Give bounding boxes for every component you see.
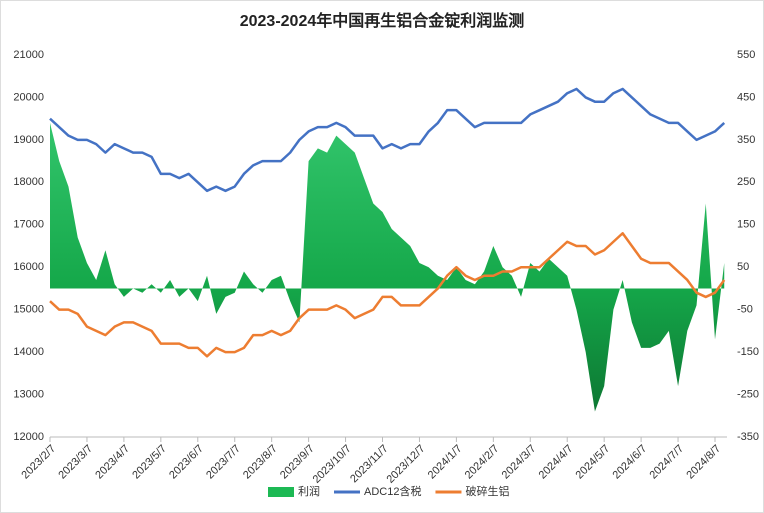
x-tick-label: 2024/4/7 <box>537 443 576 482</box>
x-tick-label: 2023/8/7 <box>241 443 280 482</box>
x-tick-label: 2023/5/7 <box>130 443 169 482</box>
x-tick-label: 2024/1/7 <box>426 443 465 482</box>
x-tick-label: 2024/2/7 <box>463 443 502 482</box>
y2-tick-label: 50 <box>737 261 749 273</box>
x-tick-label: 2024/8/7 <box>684 443 723 482</box>
y-tick-label: 21000 <box>13 49 44 61</box>
y2-tick-label: 450 <box>737 91 755 103</box>
x-tick-label: 2023/6/7 <box>167 443 206 482</box>
legend-label: 破碎生铝 <box>465 484 509 498</box>
y-tick-label: 20000 <box>13 91 44 103</box>
x-tick-label: 2023/3/7 <box>56 443 95 482</box>
y2-tick-label: -50 <box>737 304 753 316</box>
legend-label: ADC12含税 <box>364 484 421 498</box>
y-tick-label: 16000 <box>13 261 44 273</box>
chart-title: 2023-2024年中国再生铝合金锭利润监测 <box>240 11 525 30</box>
profit-area <box>50 122 725 412</box>
y2-tick-label: -350 <box>737 431 759 443</box>
y-tick-label: 18000 <box>13 176 44 188</box>
y-tick-label: 12000 <box>13 431 44 443</box>
y2-tick-label: 250 <box>737 176 755 188</box>
x-tick-label: 2023/2/7 <box>19 443 58 482</box>
y2-tick-label: 150 <box>737 219 755 231</box>
y2-tick-label: -250 <box>737 388 759 400</box>
y2-tick-label: -150 <box>737 346 759 358</box>
x-tick-label: 2024/5/7 <box>574 443 613 482</box>
x-tick-label: 2023/7/7 <box>204 443 243 482</box>
legend-label: 利润 <box>298 484 320 498</box>
x-tick-label: 2023/4/7 <box>93 443 132 482</box>
y-tick-label: 19000 <box>13 134 44 146</box>
x-tick-label: 2023/10/7 <box>311 443 354 486</box>
y-tick-label: 15000 <box>13 304 44 316</box>
x-tick-label: 2023/12/7 <box>385 443 428 486</box>
y-tick-label: 14000 <box>13 346 44 358</box>
x-tick-label: 2024/7/7 <box>647 443 686 482</box>
x-tick-label: 2023/11/7 <box>348 443 391 486</box>
y2-tick-label: 350 <box>737 134 755 146</box>
y-tick-label: 13000 <box>13 388 44 400</box>
x-tick-label: 2024/6/7 <box>611 443 650 482</box>
legend-swatch <box>268 487 294 497</box>
price-line <box>49 87 726 193</box>
price-line <box>49 232 726 358</box>
x-tick-label: 2024/3/7 <box>500 443 539 482</box>
y2-tick-label: 550 <box>737 49 755 61</box>
y-tick-label: 17000 <box>13 219 44 231</box>
